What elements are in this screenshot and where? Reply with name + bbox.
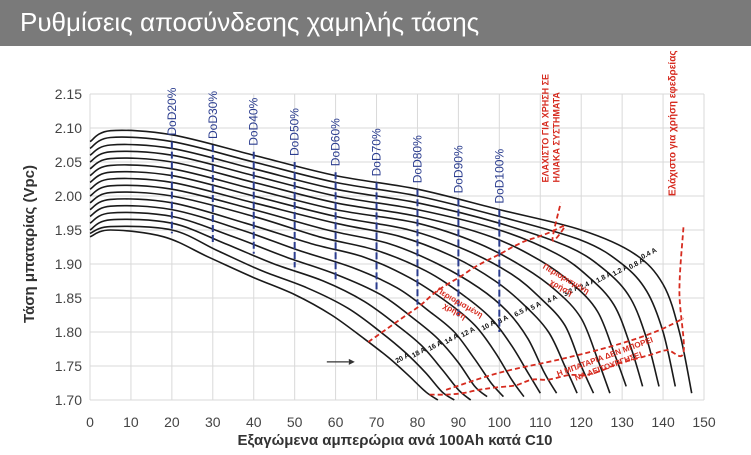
y-tick-label: 2.00 <box>55 188 82 204</box>
x-tick-label: 50 <box>287 414 303 430</box>
annotation-line: ΗΛΙΑΚΑ ΣΥΣΤΗΜΑΤΑ <box>552 92 562 183</box>
discharge-curve <box>89 184 558 394</box>
discharge-curve <box>89 198 525 398</box>
title-bar: Ρυθμίσεις αποσύνδεσης χαμηλής τάσης <box>0 0 751 46</box>
curve-current-label: 20 A <box>395 352 411 365</box>
y-tick-label: 1.80 <box>55 324 82 340</box>
x-tick-label: 100 <box>488 414 512 430</box>
x-tick-label: 110 <box>529 414 552 430</box>
y-tick-label: 2.05 <box>55 154 82 170</box>
dod-label: DoD30% <box>206 91 220 139</box>
solar-min-boundary <box>367 202 566 343</box>
discharge-curve <box>89 211 488 398</box>
curve-current-label: 12 A <box>460 326 476 339</box>
y-tick-label: 1.75 <box>55 358 82 374</box>
dod-label: DoD90% <box>451 145 465 193</box>
y-tick-label: 2.15 <box>55 86 82 102</box>
dod-lines: DoD20% DoD30% DoD40% DoD50% DoD60% DoD70% DoD8… <box>165 87 506 332</box>
discharge-curve <box>89 170 595 394</box>
curve-current-label: 5 A <box>530 301 543 312</box>
x-tick-label: 70 <box>369 414 385 430</box>
dod-label: DoD50% <box>288 108 302 156</box>
annotation-solar-min: ΕΛΑΧΙΣΤΟ ΓΙΑ ΧΡΗΣΗ ΣΕΗΛΙΑΚΑ ΣΥΣΤΗΜΑΤΑ <box>541 74 562 182</box>
curve-current-label: 1.8 A <box>595 271 613 285</box>
dod-label: DoD100% <box>492 149 506 204</box>
dod-label: DoD60% <box>329 118 343 166</box>
standby-min-boundary <box>429 226 685 396</box>
y-tick-label: 1.70 <box>55 392 82 408</box>
red-boundaries <box>367 202 685 396</box>
dod-label: DoD40% <box>247 97 261 145</box>
x-tick-label: 40 <box>246 414 262 430</box>
battery-fail-boundary <box>445 317 684 391</box>
discharge-curve <box>89 191 541 394</box>
dod-label: DoD20% <box>165 87 179 135</box>
curve-current-label: 1.2 A <box>612 264 630 278</box>
x-tick-label: 120 <box>570 414 594 430</box>
x-tick-label: 0 <box>86 414 94 430</box>
page-title: Ρυθμίσεις αποσύνδεσης χαμηλής τάσης <box>20 7 480 37</box>
x-tick-label: 60 <box>328 414 344 430</box>
y-tick-label: 1.85 <box>55 290 82 306</box>
y-axis-label: Τάση μπαταρίας (Vpc) <box>21 165 38 323</box>
x-tick-label: 130 <box>610 414 634 430</box>
annotation-line: ΕΛΑΧΙΣΤΟ ΓΙΑ ΧΡΗΣΗ ΣΕ <box>541 74 551 182</box>
x-tick-label: 30 <box>205 414 221 430</box>
x-tick-label: 10 <box>123 414 139 430</box>
curve-current-label: 4 A <box>546 294 559 305</box>
discharge-curve <box>89 218 472 401</box>
x-tick-label: 150 <box>692 414 716 430</box>
discharge-curve <box>89 229 439 401</box>
curve-current-label: 16 A <box>427 340 443 353</box>
dod-label: DoD70% <box>370 128 384 176</box>
curve-current-label: 10 A <box>481 319 497 332</box>
x-axis-label: Εξαγώμενα αμπερώρια ανά 100Ah κατά C10 <box>238 432 553 449</box>
discharge-curve <box>89 204 505 398</box>
curve-current-label: 18 A <box>411 347 427 360</box>
x-tick-label: 80 <box>410 414 426 430</box>
x-tick-label: 140 <box>651 414 675 430</box>
annotation-standby-min: Ελάχιστο για χρήση εφεδρείας <box>667 50 678 196</box>
dod-label: DoD80% <box>411 135 425 183</box>
curve-current-label: 6.5 A <box>513 305 531 319</box>
axis-ticks: 0 10 20 30 40 50 60 70 80 90 100 110 120 130 140 150 1.7… <box>55 86 716 430</box>
y-tick-label: 1.95 <box>55 222 82 238</box>
annotations: ΕΛΑΧΙΣΤΟ ΓΙΑ ΧΡΗΣΗ ΣΕΗΛΙΑΚΑ ΣΥΣΤΗΜΑΤΑ Ελά… <box>326 50 678 383</box>
x-tick-label: 90 <box>451 414 467 430</box>
discharge-curve <box>89 164 611 394</box>
y-tick-label: 2.10 <box>55 120 82 136</box>
discharge-curve <box>89 225 455 401</box>
annotation-limited-use-1: Περιορισμένηχρήση <box>430 286 485 329</box>
pointer-arrow-head <box>348 358 355 365</box>
curve-current-label: 14 A <box>444 333 460 346</box>
annotation-line: Ελάχιστο για χρήση εφεδρείας <box>667 50 678 196</box>
y-tick-label: 1.90 <box>55 256 82 272</box>
discharge-curve <box>89 129 693 394</box>
x-tick-label: 20 <box>164 414 180 430</box>
curve-current-label: 8 A <box>497 314 510 325</box>
curve-current-label: 0.8 A <box>628 257 646 271</box>
